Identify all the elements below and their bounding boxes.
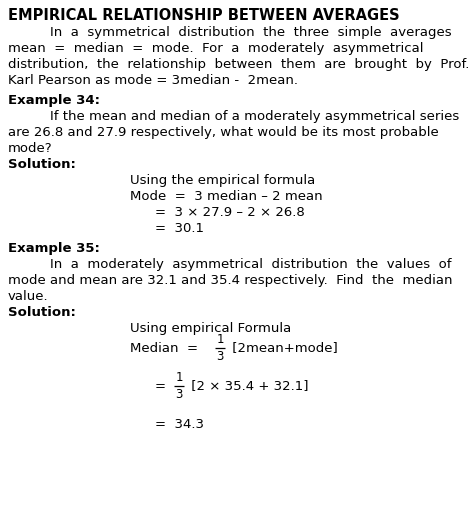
Text: =  3 × 27.9 – 2 × 26.8: = 3 × 27.9 – 2 × 26.8	[155, 206, 305, 219]
Text: [2 × 35.4 + 32.1]: [2 × 35.4 + 32.1]	[187, 379, 309, 393]
Text: mode and mean are 32.1 and 35.4 respectively.  Find  the  median: mode and mean are 32.1 and 35.4 respecti…	[8, 274, 453, 287]
Text: 3: 3	[216, 350, 224, 363]
Text: 1: 1	[216, 333, 224, 346]
Text: If the mean and median of a moderately asymmetrical series: If the mean and median of a moderately a…	[50, 110, 459, 123]
Text: Solution:: Solution:	[8, 306, 76, 319]
Text: Solution:: Solution:	[8, 158, 76, 171]
Text: Using empirical Formula: Using empirical Formula	[130, 322, 291, 335]
Text: Median  =: Median =	[130, 341, 202, 355]
Text: In  a  symmetrical  distribution  the  three  simple  averages: In a symmetrical distribution the three …	[50, 26, 452, 39]
Text: =  34.3: = 34.3	[155, 418, 204, 431]
Text: Mode  =  3 median – 2 mean: Mode = 3 median – 2 mean	[130, 190, 323, 203]
Text: Example 35:: Example 35:	[8, 242, 100, 255]
Text: Using the empirical formula: Using the empirical formula	[130, 174, 315, 187]
Text: distribution,  the  relationship  between  them  are  brought  by  Prof.: distribution, the relationship between t…	[8, 58, 469, 71]
Text: 3: 3	[175, 388, 182, 401]
Text: Karl Pearson as mode = 3median -  2mean.: Karl Pearson as mode = 3median - 2mean.	[8, 74, 298, 87]
Text: =  30.1: = 30.1	[155, 222, 204, 235]
Text: In  a  moderately  asymmetrical  distribution  the  values  of: In a moderately asymmetrical distributio…	[50, 258, 452, 271]
Text: value.: value.	[8, 290, 49, 303]
Text: are 26.8 and 27.9 respectively, what would be its most probable: are 26.8 and 27.9 respectively, what wou…	[8, 126, 439, 139]
Text: 1: 1	[175, 371, 183, 384]
Text: Example 34:: Example 34:	[8, 94, 100, 107]
Text: =: =	[155, 379, 170, 393]
Text: [2mean+mode]: [2mean+mode]	[228, 341, 338, 355]
Text: mean  =  median  =  mode.  For  a  moderately  asymmetrical: mean = median = mode. For a moderately a…	[8, 42, 423, 55]
Text: EMPIRICAL RELATIONSHIP BETWEEN AVERAGES: EMPIRICAL RELATIONSHIP BETWEEN AVERAGES	[8, 8, 400, 23]
Text: mode?: mode?	[8, 142, 53, 155]
